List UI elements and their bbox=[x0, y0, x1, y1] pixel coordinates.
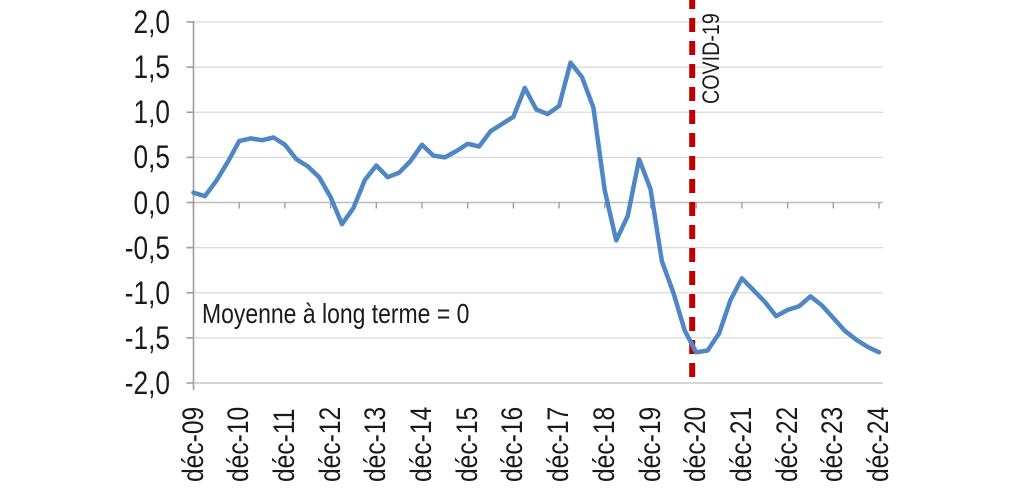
y-tick-label: -0,5 bbox=[124, 229, 170, 266]
y-tick-label: -2,0 bbox=[124, 365, 170, 401]
y-tick-label: 1,5 bbox=[133, 49, 170, 86]
mean-annotation: Moyenne à long terme = 0 bbox=[202, 298, 470, 329]
y-tick-label: 2,0 bbox=[133, 4, 170, 40]
x-tick-label: déc-13 bbox=[359, 406, 393, 482]
x-tick-label: déc-10 bbox=[222, 406, 256, 482]
x-tick-label: déc-12 bbox=[313, 406, 347, 482]
x-tick-label: déc-24 bbox=[862, 406, 895, 482]
y-tick-label: 0,0 bbox=[133, 184, 170, 221]
x-tick-label: déc-14 bbox=[405, 406, 438, 482]
x-tick-label: déc-23 bbox=[816, 406, 850, 482]
x-tick-label: déc-11 bbox=[267, 408, 301, 482]
y-tick-label: -1,5 bbox=[124, 319, 170, 356]
x-tick-label: déc-20 bbox=[679, 406, 713, 482]
y-tick-label: 0,5 bbox=[133, 139, 170, 176]
x-tick-label: déc-17 bbox=[542, 406, 576, 482]
x-tick-label: déc-18 bbox=[587, 406, 621, 482]
y-tick-label: -1,0 bbox=[124, 274, 170, 311]
x-tick-label: déc-15 bbox=[450, 406, 484, 482]
x-tick-label: déc-19 bbox=[633, 406, 667, 482]
y-tick-label: 1,0 bbox=[133, 94, 170, 131]
x-tick-label: déc-21 bbox=[724, 406, 758, 482]
data-series-line bbox=[191, 60, 882, 355]
x-tick-label: déc-09 bbox=[176, 406, 210, 482]
covid-annotation: COVID-19 bbox=[698, 13, 725, 105]
x-tick-label: déc-22 bbox=[770, 406, 804, 482]
x-tick-label: déc-16 bbox=[496, 406, 530, 482]
